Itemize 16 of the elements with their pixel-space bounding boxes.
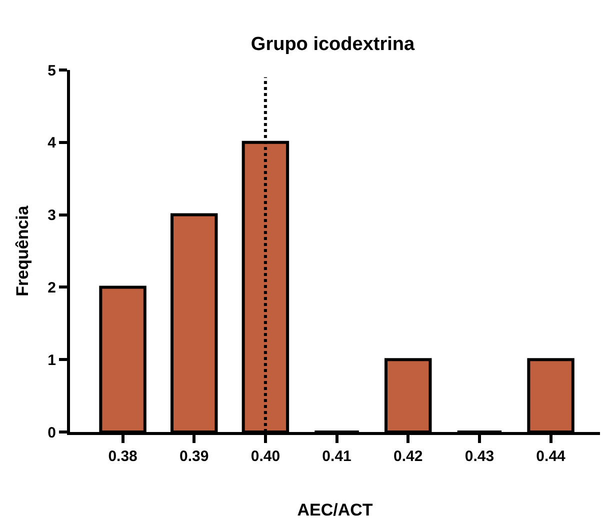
x-axis-title: AEC/ACT — [297, 500, 374, 520]
x-tick-label: 0.39 — [180, 448, 209, 465]
y-axis-title: Frequência — [13, 205, 32, 296]
x-tick-label: 0.38 — [108, 448, 138, 465]
x-tick-label: 0.42 — [394, 448, 423, 465]
y-tick-label: 4 — [48, 134, 57, 152]
y-tick-label: 5 — [48, 62, 56, 80]
x-tick-label: 0.40 — [250, 448, 280, 465]
x-tick-label: 0.43 — [464, 448, 494, 465]
x-tick-label: 0.41 — [322, 448, 352, 465]
y-tick-label: 0 — [48, 424, 56, 442]
x-tick-label: 0.44 — [536, 448, 566, 465]
y-tick-label: 1 — [48, 352, 56, 369]
chart-title: Grupo icodextrina — [250, 34, 415, 55]
y-tick-label: 3 — [48, 207, 56, 224]
y-tick-label: 2 — [48, 279, 56, 296]
